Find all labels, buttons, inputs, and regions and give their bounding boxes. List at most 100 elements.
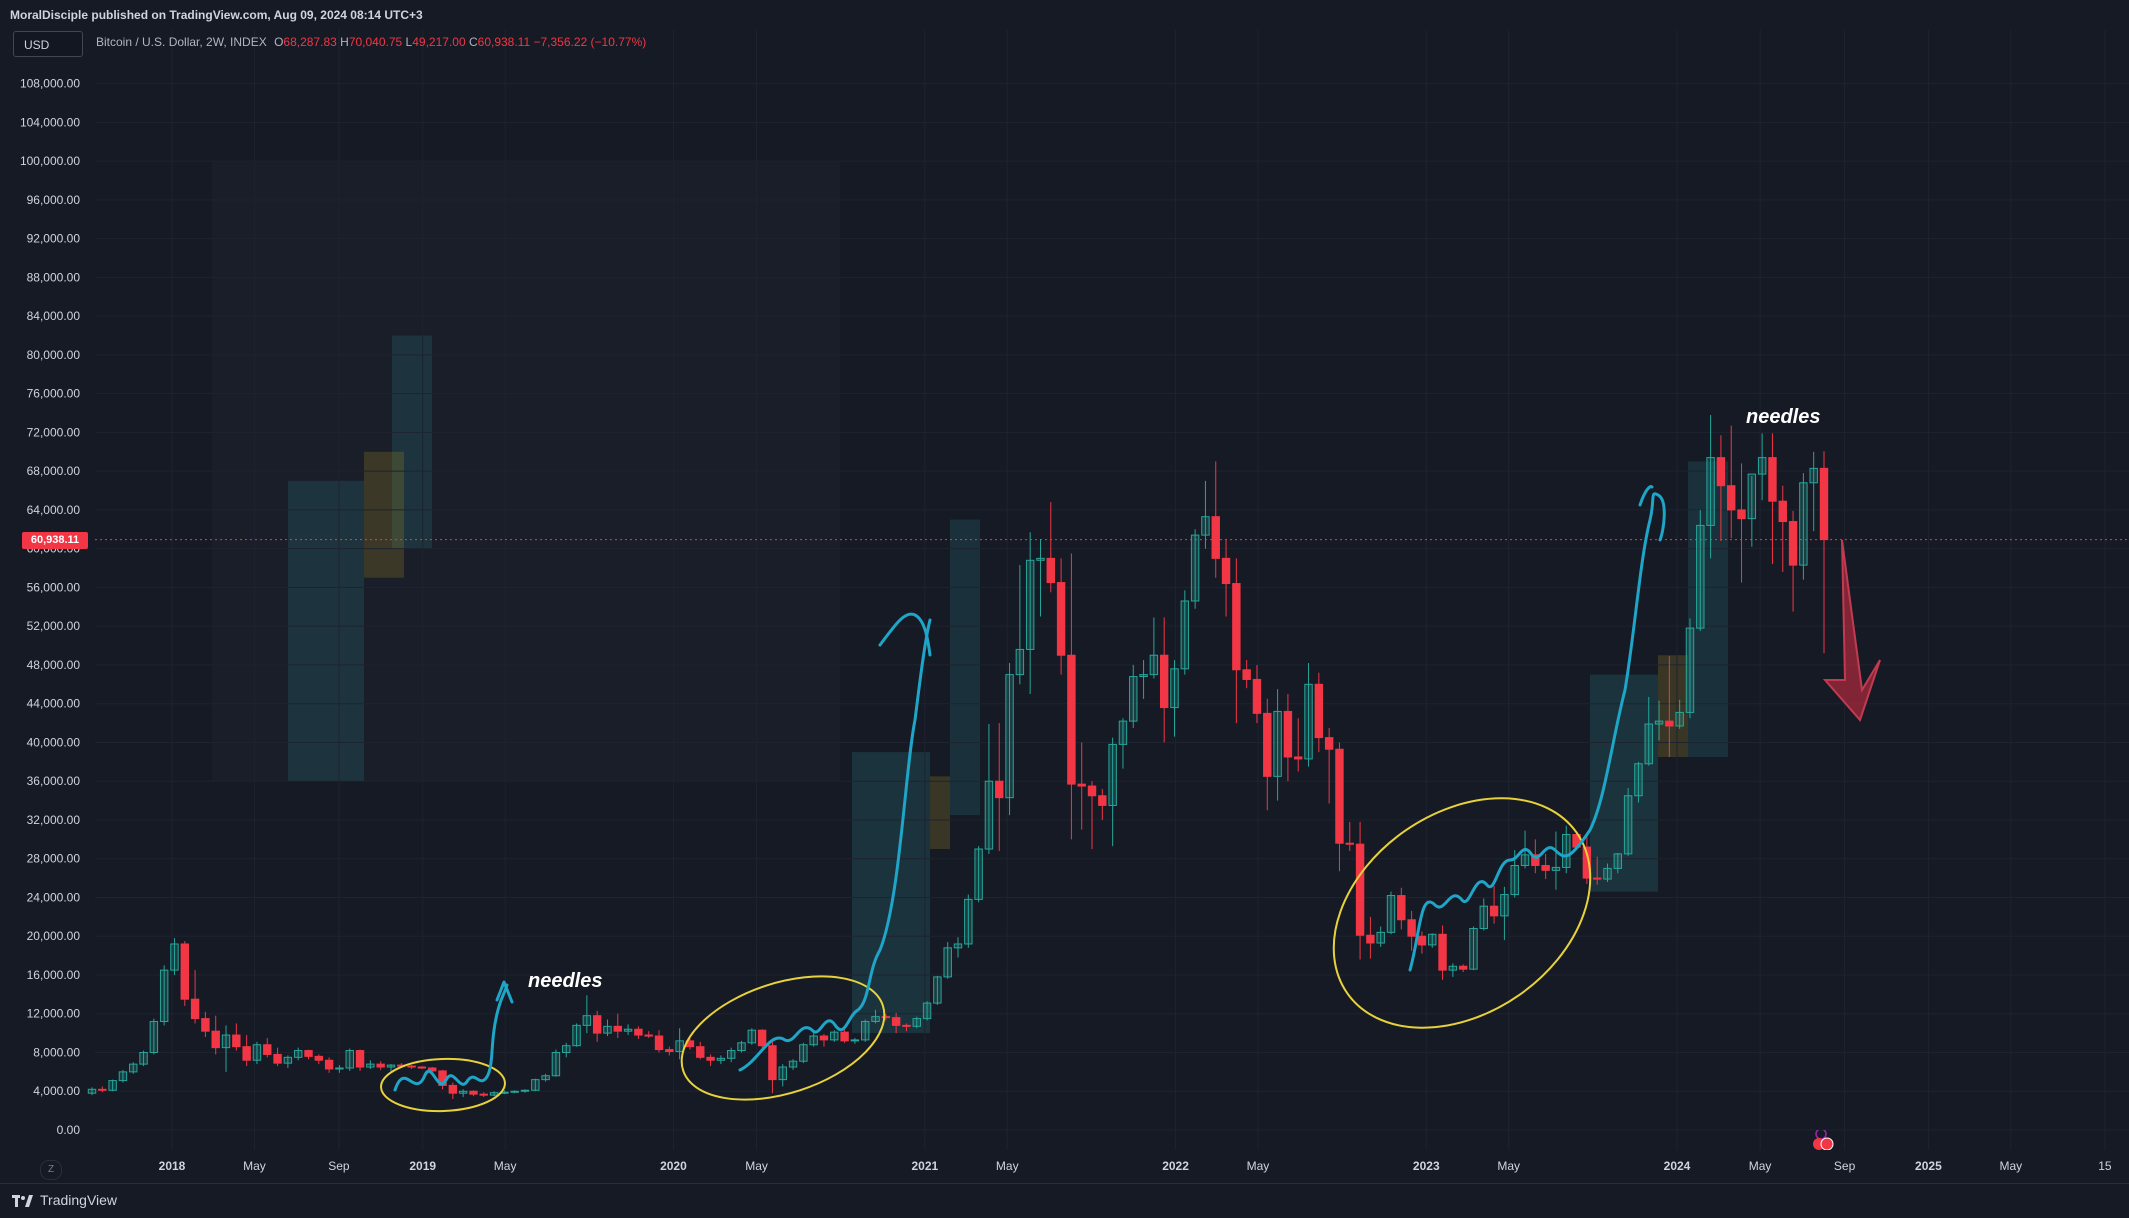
candle-body (1366, 934, 1375, 944)
candle (180, 941, 189, 1006)
candle (1685, 618, 1695, 719)
y-tick-label: 68,000.00 (27, 464, 81, 478)
candle (469, 1090, 478, 1097)
candle-body (1417, 935, 1427, 946)
events-flag-icon[interactable] (1809, 1130, 1839, 1150)
candle (1232, 558, 1241, 724)
timezone-button[interactable]: Z (40, 1160, 62, 1180)
candle-body (170, 943, 179, 971)
candle-body (159, 969, 169, 1022)
candle-body (634, 1028, 643, 1036)
tradingview-logo-icon (12, 1195, 33, 1208)
candle (1252, 664, 1262, 724)
currency-button[interactable]: USD (13, 31, 83, 57)
candle (1613, 852, 1623, 874)
candle (1757, 433, 1767, 501)
candle (716, 1055, 726, 1065)
candle (1087, 781, 1097, 850)
y-tick-label: 56,000.00 (27, 580, 81, 594)
annotation-needles-1: needles (528, 970, 603, 992)
candle (510, 1090, 519, 1094)
candle-body (1335, 748, 1344, 844)
candle (407, 1065, 416, 1069)
candle-body (1211, 516, 1220, 559)
candle-body (1428, 933, 1437, 946)
candle (1273, 689, 1282, 801)
candle (726, 1047, 736, 1063)
candle (293, 1047, 303, 1061)
candle-body (1283, 710, 1293, 758)
candle-body (1788, 521, 1798, 566)
candle-body (809, 1035, 818, 1046)
line-drawing (878, 612, 932, 657)
candle-body (716, 1057, 726, 1061)
y-tick-label: 12,000.00 (27, 1007, 81, 1021)
close-value: 60,938.11 (477, 35, 531, 49)
x-tick-label: May (1999, 1159, 2022, 1173)
highlight-zone (288, 480, 364, 782)
candle-body (520, 1089, 530, 1092)
candle-body (345, 1050, 354, 1069)
y-tick-label: 72,000.00 (27, 425, 81, 439)
candle-body (1046, 557, 1055, 584)
candle-body (1809, 467, 1818, 484)
y-tick-label: 20,000.00 (27, 929, 81, 943)
line-drawing (1638, 485, 1654, 507)
candle-body (1551, 866, 1561, 871)
candle-body (675, 1040, 684, 1053)
candle (1283, 694, 1293, 782)
candle-body (726, 1050, 736, 1059)
candle (1541, 853, 1550, 880)
y-tick-label: 92,000.00 (27, 232, 81, 246)
candle (1716, 435, 1726, 541)
candle-body (902, 1024, 911, 1027)
candle (1211, 461, 1220, 578)
candle (1376, 926, 1385, 947)
candle-body (1355, 843, 1365, 936)
candle (1355, 821, 1365, 960)
symbol-title: Bitcoin / U.S. Dollar, 2W, INDEX (96, 35, 267, 49)
publish-info: MoralDisciple published on TradingView.c… (10, 8, 423, 22)
candle-body (1252, 678, 1262, 714)
candle-body (541, 1075, 550, 1081)
candle-body (1242, 669, 1251, 680)
candle-body (1706, 457, 1715, 526)
hand-drawings (380, 485, 1881, 1113)
candle (149, 1018, 159, 1055)
open-value: 68,287.83 (283, 35, 337, 49)
chart-legend: Bitcoin / U.S. Dollar, 2W, INDEX O68,287… (96, 35, 647, 49)
candle (139, 1050, 148, 1067)
candle-body (1603, 867, 1612, 880)
candle-body (799, 1044, 808, 1062)
candle (479, 1092, 488, 1098)
candle (1438, 925, 1447, 980)
candle-body (407, 1065, 416, 1068)
candle (861, 1019, 870, 1042)
candle (221, 1025, 231, 1072)
candle (1727, 425, 1736, 539)
candle-body (180, 943, 189, 1000)
ellipse-drawing (380, 1057, 506, 1113)
x-tick-label: May (1497, 1159, 1520, 1173)
candle (1469, 926, 1478, 971)
candle-body (1139, 674, 1148, 678)
grid-lines (95, 30, 2129, 1150)
candle (675, 1028, 684, 1060)
x-tick-label: Sep (1834, 1159, 1856, 1173)
candle-body (201, 1018, 210, 1032)
candle-body (376, 1063, 385, 1068)
candle-body (551, 1051, 561, 1077)
brand[interactable]: TradingView (12, 1192, 117, 1208)
candle (1118, 718, 1128, 769)
x-tick-label: May (494, 1159, 517, 1173)
candle-body (572, 1024, 581, 1047)
candle (304, 1049, 313, 1060)
candle (737, 1040, 746, 1053)
candle-body (1314, 683, 1324, 739)
candle (324, 1057, 334, 1073)
candle (1304, 662, 1313, 767)
candle-body (1489, 905, 1499, 917)
candle-body (1819, 467, 1829, 541)
candle-body (737, 1042, 746, 1052)
